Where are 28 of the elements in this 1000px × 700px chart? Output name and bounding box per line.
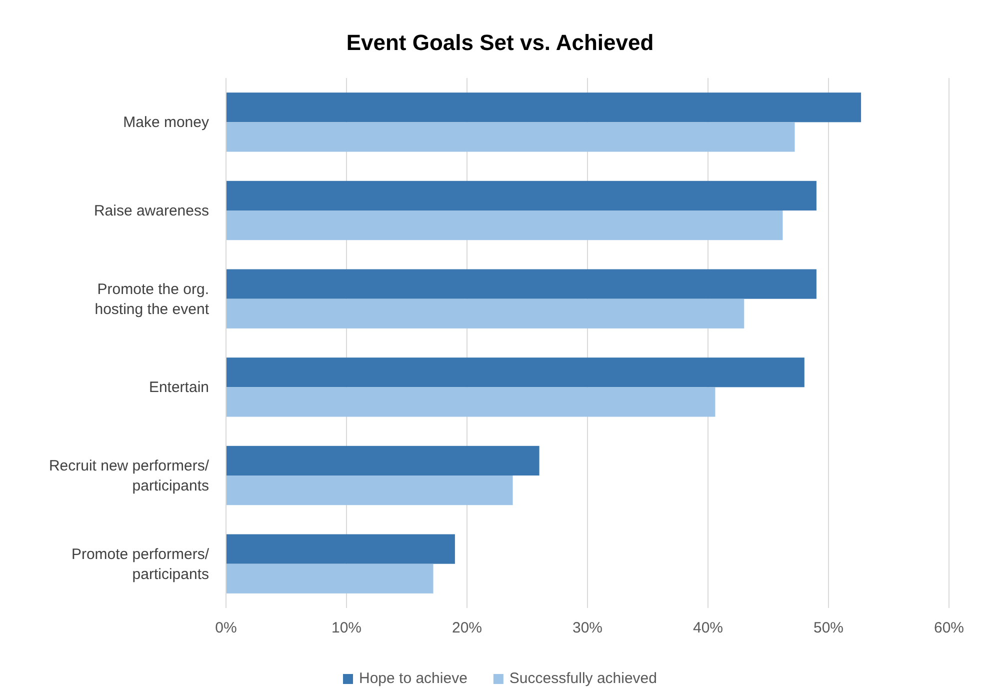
y-tick-label: Promote the org. hosting the event [94,280,210,318]
x-tick-label: 40% [692,620,724,637]
chart-title: Event Goals Set vs. Achieved [346,30,654,55]
legend-label: Successfully achieved [509,670,657,687]
y-tick-label: Raise awareness [94,202,209,220]
x-tick-label: 50% [813,620,844,637]
y-tick-label: Promote performers/ participants [71,546,210,583]
legend-label: Hope to achieve [359,670,468,687]
bar [226,122,795,152]
x-tick-label: 20% [452,620,482,637]
bar [226,534,455,564]
bar [226,387,716,417]
bar [226,180,816,210]
y-tick-label: Make money [123,114,210,132]
bar [226,446,540,476]
bar [226,564,434,594]
bar [226,210,783,240]
bar [226,358,804,388]
bar [226,476,513,506]
bar [226,269,816,299]
x-tick-label: 30% [572,620,603,637]
x-tick-label: 10% [331,620,362,637]
y-tick-label: Recruit new performers/ participants [48,458,210,494]
x-tick-label: 60% [934,620,964,637]
x-tick-label: 0% [215,620,237,637]
y-tick-label: Entertain [148,379,209,396]
bar [226,298,744,328]
bar [226,92,862,122]
